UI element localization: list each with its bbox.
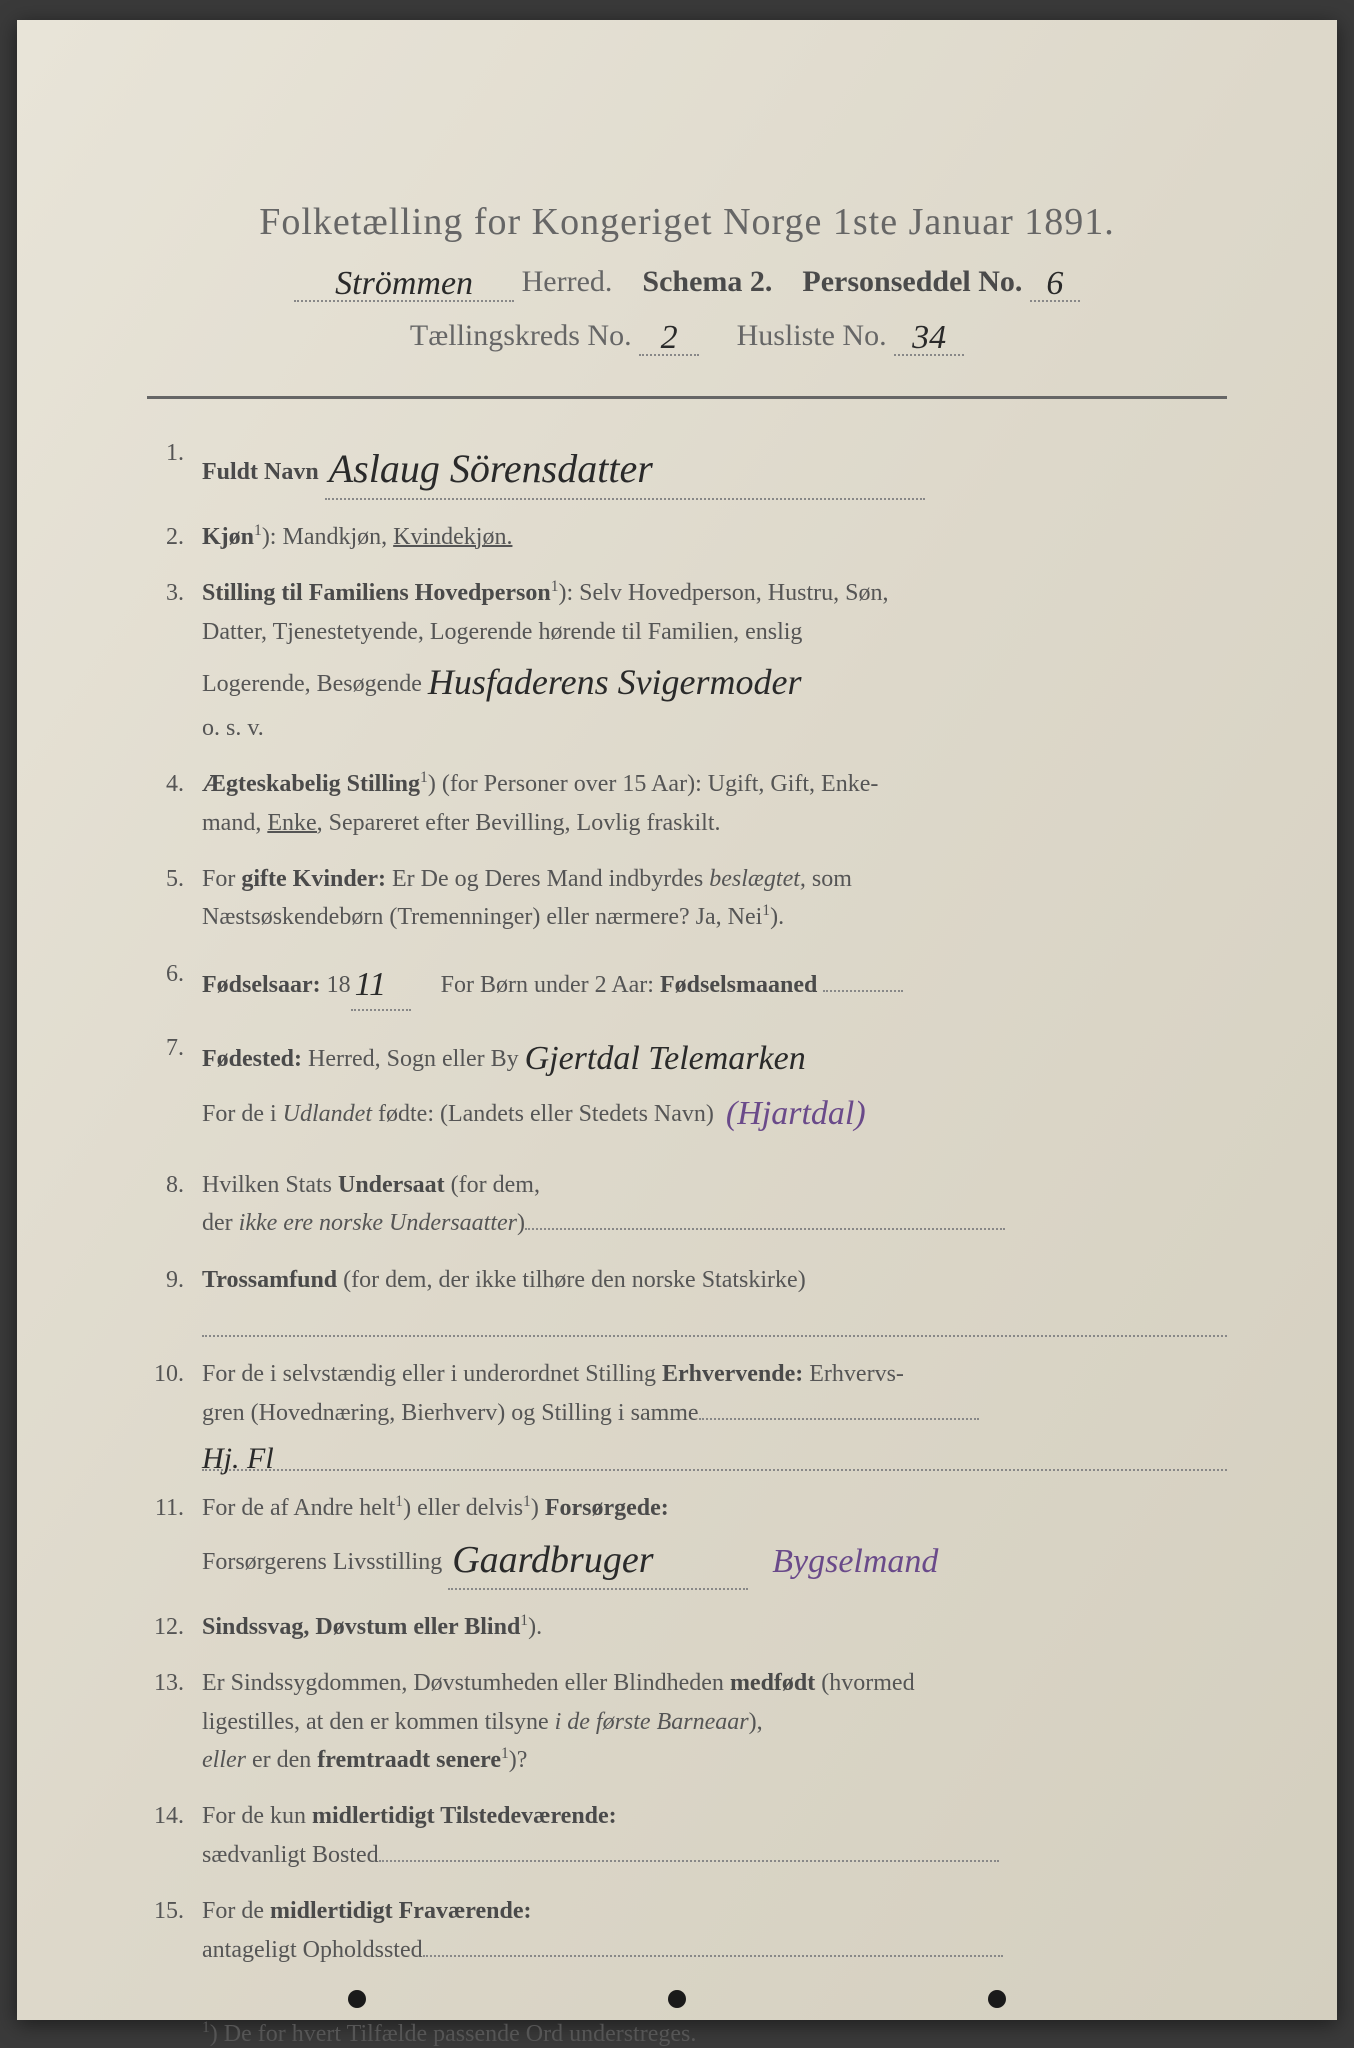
marital-selected: Enke, [267,810,322,836]
field-1-name: 1. Fuldt Navn Aslaug Sörensdatter [147,434,1227,500]
relation-value: Husfaderens Svigermoder [428,662,802,702]
header-divider [147,396,1227,399]
field-10-occupation: 10. For de i selvstændig eller i underor… [147,1355,1227,1470]
fullname-value: Aslaug Sörensdatter [329,446,653,491]
field-7-birthplace: 7. Fødested: Herred, Sogn eller By Gjert… [147,1029,1227,1138]
schema-label: Schema 2. [642,265,772,298]
herred-value: Strömmen [335,265,473,302]
hole-icon [348,1990,366,2008]
taellingskreds-value: 2 [661,319,678,356]
form-fields-list: 1. Fuldt Navn Aslaug Sörensdatter 2. Kjø… [147,434,1227,1969]
form-header: Folketælling for Kongeriget Norge 1ste J… [147,200,1227,356]
sex-selected: Kvindekjøn. [393,524,512,550]
field-13-disability-onset: 13. Er Sindssygdommen, Døvstumheden elle… [147,1664,1227,1779]
header-row-2: Tællingskreds No. 2 Husliste No. 34 [147,316,1227,356]
birthyear-value: 11 [355,966,386,1003]
field-11-provider: 11. For de af Andre helt1) eller delvis1… [147,1489,1227,1590]
husliste-label: Husliste No. [737,319,887,352]
herred-label: Herred. [522,265,613,298]
birthplace-value: Gjertdal Telemarken [525,1040,806,1077]
field-4-marital: 4. Ægteskabelig Stilling1) (for Personer… [147,765,1227,842]
hole-icon [988,1990,1006,2008]
field-3-relation: 3. Stilling til Familiens Hovedperson1):… [147,574,1227,747]
husliste-value: 34 [912,319,946,356]
field-15-temp-absent: 15. For de midlertidigt Fraværende: anta… [147,1892,1227,1969]
binding-holes [17,1990,1337,2008]
field-8-citizenship: 8. Hvilken Stats Undersaat (for dem, der… [147,1166,1227,1243]
field-5-related: 5. For gifte Kvinder: Er De og Deres Man… [147,860,1227,937]
form-title: Folketælling for Kongeriget Norge 1ste J… [147,200,1227,244]
field-2-sex: 2. Kjøn1): Mandkjøn, Kvindekjøn. [147,518,1227,556]
occupation-value: Hj. Fl [202,1435,274,1472]
hole-icon [668,1990,686,2008]
provider-annotation: Bygselmand [772,1543,938,1580]
header-row-1: Strömmen Herred. Schema 2. Personseddel … [147,262,1227,302]
field-6-birthyear: 6. Fødselsaar: 1811 For Børn under 2 Aar… [147,955,1227,1011]
field-12-disability: 12. Sindssvag, Døvstum eller Blind1). [147,1608,1227,1646]
census-form-page: Folketælling for Kongeriget Norge 1ste J… [17,20,1337,2020]
footnote: 1) De for hvert Tilfælde passende Ord un… [147,2019,1227,2048]
field-9-religion: 9. Trossamfund (for dem, der ikke tilhør… [147,1261,1227,1338]
field-14-temp-present: 14. For de kun midlertidigt Tilstedevære… [147,1797,1227,1874]
taellingskreds-label: Tællingskreds No. [410,319,632,352]
birthplace-annotation: (Hjartdal) [726,1095,866,1132]
personseddel-value: 6 [1046,265,1063,302]
provider-value: Gaardbruger [452,1539,653,1581]
personseddel-label: Personseddel No. [802,265,1022,298]
